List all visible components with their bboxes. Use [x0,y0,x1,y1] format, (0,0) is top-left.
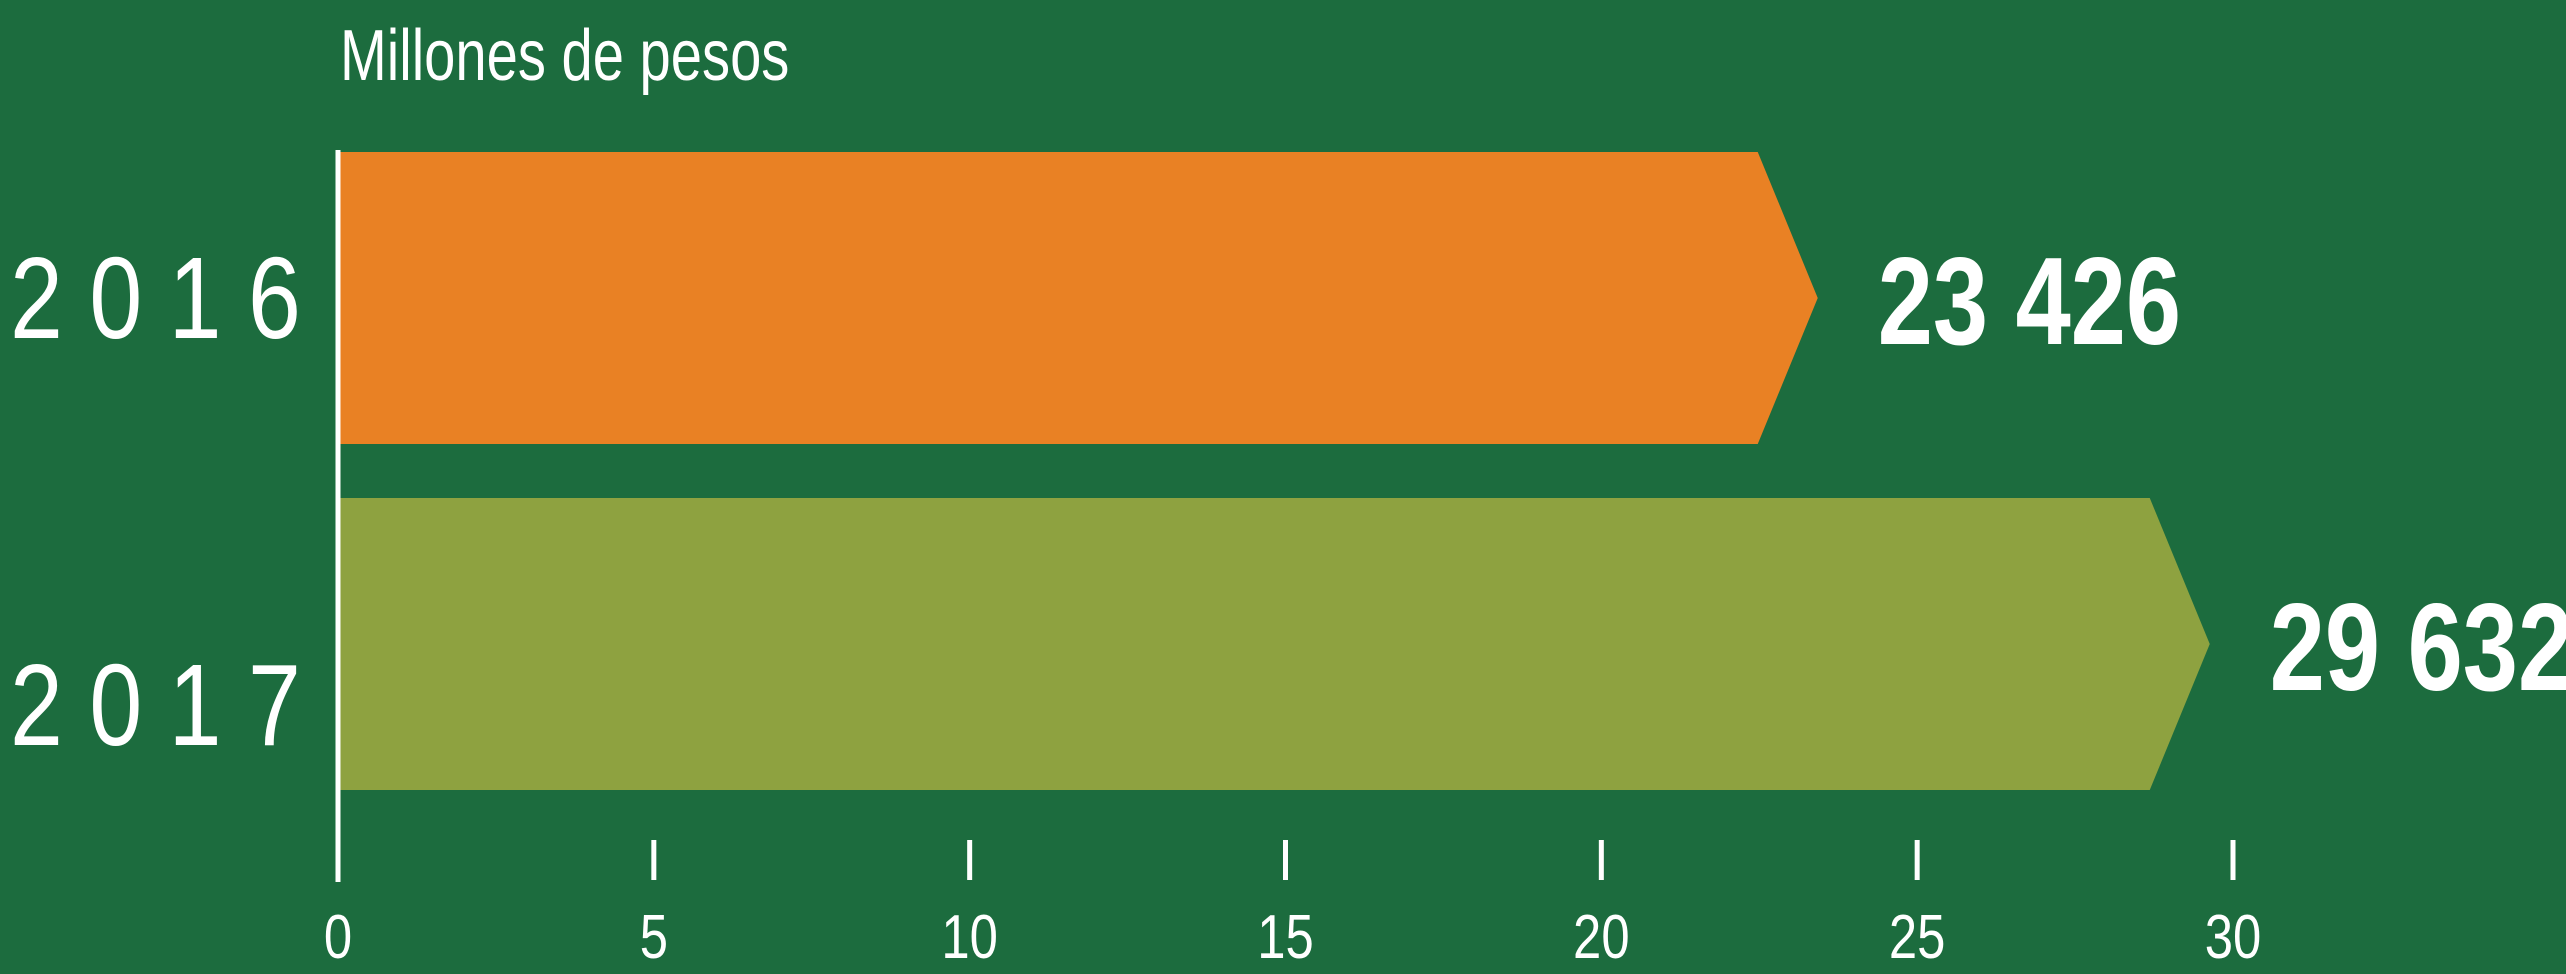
bar-0 [338,152,1818,444]
tick-label-0: 0 [324,903,352,969]
tick-label-10: 10 [941,903,998,969]
value-label-1: 29 632 [2270,577,2566,716]
unit-label: Millones de pesos [340,15,789,95]
value-label-0: 23 426 [1878,231,2181,370]
tick-label-5: 5 [640,903,668,969]
bar-1 [338,498,2210,790]
tick-label-25: 25 [1889,903,1946,969]
tick-label-30: 30 [2205,903,2262,969]
tick-label-20: 20 [1573,903,1630,969]
category-label-1: 2 0 1 7 [10,641,301,770]
bars-layer: 23 426 2 0 1 6 29 632 2 0 1 7 [10,152,2566,790]
tick-label-15: 15 [1257,903,1314,969]
x-axis: 0 5 10 15 20 25 30 [324,150,2262,972]
category-label-0: 2 0 1 6 [10,234,301,363]
